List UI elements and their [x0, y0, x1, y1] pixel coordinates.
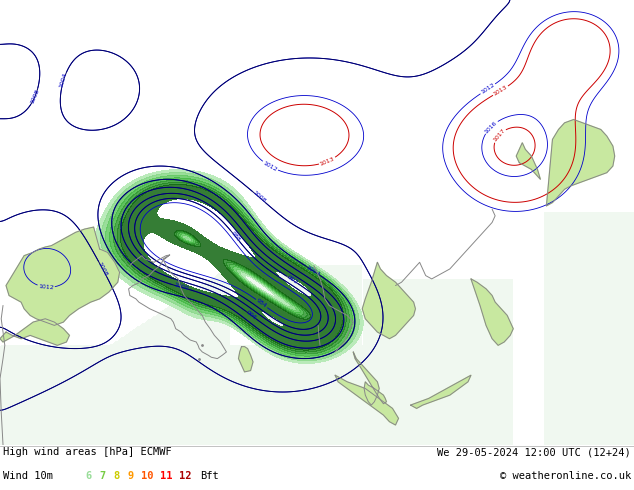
Text: 12: 12	[179, 471, 192, 481]
Text: 988: 988	[230, 230, 241, 242]
Polygon shape	[362, 262, 415, 339]
Text: 1008: 1008	[30, 88, 41, 104]
Polygon shape	[471, 279, 514, 345]
Text: 984: 984	[256, 298, 268, 309]
Text: 8: 8	[113, 471, 120, 481]
Text: © weatheronline.co.uk: © weatheronline.co.uk	[500, 471, 631, 481]
Text: 1017: 1017	[492, 127, 506, 143]
Polygon shape	[0, 319, 70, 345]
Text: 1013: 1013	[493, 85, 508, 97]
Polygon shape	[238, 346, 253, 372]
Text: 1000: 1000	[173, 283, 190, 292]
Text: Bft: Bft	[200, 471, 219, 481]
Text: 1008: 1008	[97, 261, 108, 277]
Text: 6: 6	[86, 471, 92, 481]
Text: 1012: 1012	[262, 160, 278, 172]
Text: 9: 9	[127, 471, 134, 481]
Polygon shape	[516, 143, 540, 179]
Text: 996: 996	[245, 310, 257, 320]
Text: 1004: 1004	[305, 265, 321, 277]
Text: 1012: 1012	[480, 82, 496, 95]
Text: 7: 7	[100, 471, 106, 481]
Text: Wind 10m: Wind 10m	[3, 471, 53, 481]
Text: We 29-05-2024 12:00 UTC (12+24): We 29-05-2024 12:00 UTC (12+24)	[437, 447, 631, 457]
Text: 992: 992	[286, 274, 299, 285]
Text: 1012: 1012	[38, 284, 54, 291]
Polygon shape	[547, 120, 615, 206]
Text: 11: 11	[160, 471, 173, 481]
Text: 1008: 1008	[252, 190, 266, 204]
Text: 1004: 1004	[59, 72, 68, 89]
Polygon shape	[335, 375, 399, 425]
Polygon shape	[411, 375, 471, 408]
Text: 10: 10	[141, 471, 154, 481]
Text: 1016: 1016	[484, 120, 498, 134]
Polygon shape	[6, 227, 120, 325]
Polygon shape	[353, 352, 387, 405]
Text: High wind areas [hPa] ECMWF: High wind areas [hPa] ECMWF	[3, 447, 172, 457]
Text: 1013: 1013	[319, 156, 335, 167]
